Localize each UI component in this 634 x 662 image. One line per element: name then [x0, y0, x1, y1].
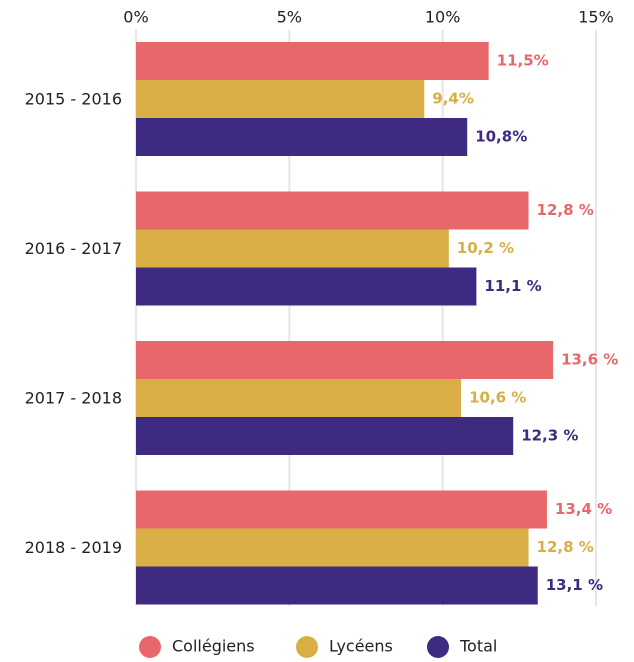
x-tick-label: 10%: [425, 8, 461, 27]
bar: [136, 229, 449, 268]
bar: [136, 42, 489, 80]
bar: [136, 566, 538, 605]
bar: [136, 379, 462, 417]
bar: [136, 341, 554, 379]
y-tick-label: 2015 - 2016: [25, 90, 122, 109]
bar: [136, 267, 477, 306]
value-label: 13,6 %: [561, 351, 618, 369]
y-tick-label: 2018 - 2019: [25, 538, 122, 557]
bar: [136, 191, 529, 230]
y-tick-label: 2017 - 2018: [25, 389, 122, 408]
bar: [136, 417, 514, 455]
bar: [136, 490, 547, 529]
value-label: 13,4 %: [555, 500, 612, 518]
value-label: 10,6 %: [469, 389, 526, 407]
legend-marker: [427, 636, 449, 658]
x-tick-label: 5%: [277, 8, 302, 27]
value-label: 12,3 %: [521, 427, 578, 445]
x-tick-label: 15%: [578, 8, 614, 27]
x-tick-label: 0%: [123, 8, 148, 27]
bar: [136, 118, 468, 156]
legend-label: Collégiens: [172, 637, 255, 656]
bar: [136, 80, 425, 118]
legend-marker: [296, 636, 318, 658]
legend-label: Total: [459, 637, 497, 656]
value-label: 13,1 %: [546, 576, 603, 594]
value-label: 10,8%: [475, 128, 527, 146]
bar: [136, 528, 529, 567]
value-label: 12,8 %: [537, 201, 594, 219]
value-label: 11,1 %: [484, 277, 541, 295]
value-label: 11,5%: [497, 52, 549, 70]
y-tick-label: 2016 - 2017: [25, 239, 122, 258]
value-label: 10,2 %: [457, 239, 514, 257]
legend-label: Lycéens: [329, 637, 393, 656]
value-label: 9,4%: [432, 90, 474, 108]
value-label: 12,8 %: [537, 538, 594, 556]
legend-marker: [139, 636, 161, 658]
